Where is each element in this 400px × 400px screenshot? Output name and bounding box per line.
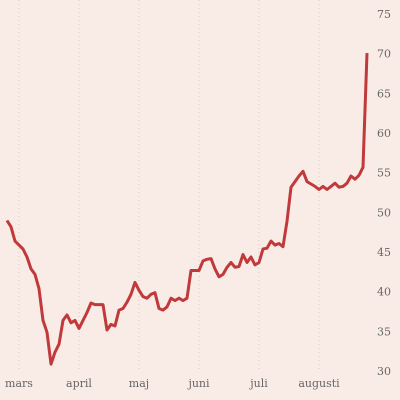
y-tick-label: 35 <box>377 325 391 338</box>
y-tick-label: 40 <box>377 286 391 299</box>
y-tick-label: 60 <box>377 127 391 140</box>
x-tick-label: juli <box>248 377 268 390</box>
x-tick-label: juni <box>186 377 210 390</box>
x-tick-label: augusti <box>298 377 340 390</box>
x-tick-label: april <box>66 377 92 390</box>
y-tick-label: 75 <box>377 8 391 21</box>
x-tick-label: mars <box>5 377 33 390</box>
y-tick-label: 50 <box>377 206 391 219</box>
x-tick-label: maj <box>129 377 149 390</box>
y-tick-label: 30 <box>377 365 391 378</box>
y-tick-label: 65 <box>377 87 391 100</box>
y-tick-label: 45 <box>377 246 391 259</box>
y-tick-label: 55 <box>377 167 391 180</box>
line <box>5 53 369 366</box>
y-tick-label: 70 <box>377 48 391 61</box>
